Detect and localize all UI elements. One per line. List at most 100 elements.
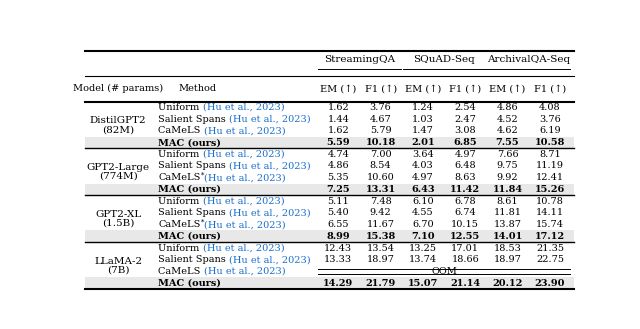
Text: 8.54: 8.54 [370,162,392,170]
Text: DistilGPT2: DistilGPT2 [90,116,147,125]
Text: 8.71: 8.71 [539,150,561,159]
Text: (774M): (774M) [99,172,138,181]
Text: 11.67: 11.67 [367,220,395,229]
Text: (Hu et al., 2023): (Hu et al., 2023) [229,162,311,170]
Text: 1.24: 1.24 [412,103,434,112]
Text: (Hu et al., 2023): (Hu et al., 2023) [204,267,285,276]
Text: 4.67: 4.67 [370,114,392,124]
Text: 18.66: 18.66 [451,255,479,264]
Text: (Hu et al., 2023): (Hu et al., 2023) [203,243,284,252]
Text: 21.35: 21.35 [536,243,564,252]
Text: 11.84: 11.84 [493,185,523,194]
Text: 13.33: 13.33 [324,255,352,264]
Text: 10.18: 10.18 [365,138,396,147]
Text: 4.86: 4.86 [328,162,349,170]
Text: 8.61: 8.61 [497,197,518,206]
Text: 12.43: 12.43 [324,243,352,252]
Text: MAC (ours): MAC (ours) [158,138,221,147]
Text: 7.00: 7.00 [370,150,392,159]
Text: (Hu et al., 2023): (Hu et al., 2023) [229,208,311,217]
Text: 14.11: 14.11 [536,208,564,217]
Text: 21.79: 21.79 [365,279,396,288]
Text: 1.03: 1.03 [412,114,434,124]
Text: 6.10: 6.10 [412,197,434,206]
Text: 4.55: 4.55 [412,208,434,217]
Text: 4.97: 4.97 [454,150,476,159]
Text: EM (↑): EM (↑) [320,84,356,93]
Text: F1 (↑): F1 (↑) [365,84,397,93]
Text: *: * [201,218,204,226]
Text: 1.47: 1.47 [412,126,434,135]
Text: StreamingQA: StreamingQA [324,55,395,64]
Text: 9.42: 9.42 [370,208,392,217]
Text: 3.64: 3.64 [412,150,434,159]
Text: LLaMA-2: LLaMA-2 [94,257,142,266]
Text: 11.42: 11.42 [450,185,480,194]
Text: MAC (ours): MAC (ours) [158,232,221,241]
Text: 5.11: 5.11 [328,197,349,206]
Text: 5.35: 5.35 [328,173,349,182]
Text: 15.74: 15.74 [536,220,564,229]
Text: SQuAD-Seq: SQuAD-Seq [413,55,475,64]
Text: 15.26: 15.26 [535,185,565,194]
Text: 6.85: 6.85 [453,138,477,147]
Text: OOM: OOM [431,267,457,276]
Text: 7.66: 7.66 [497,150,518,159]
Text: 3.76: 3.76 [370,103,392,112]
Text: (Hu et al., 2023): (Hu et al., 2023) [229,114,311,124]
Text: Uniform: Uniform [158,103,203,112]
Text: *: * [201,172,204,180]
Text: 18.97: 18.97 [367,255,394,264]
Text: 6.74: 6.74 [454,208,476,217]
Text: (Hu et al., 2023): (Hu et al., 2023) [204,220,285,229]
Text: 13.31: 13.31 [365,185,396,194]
Text: 11.19: 11.19 [536,162,564,170]
Text: 2.01: 2.01 [411,138,435,147]
Text: 4.03: 4.03 [412,162,434,170]
Text: 6.19: 6.19 [539,126,561,135]
Text: EM (↑): EM (↑) [490,84,525,93]
Text: 4.97: 4.97 [412,173,434,182]
Text: 3.08: 3.08 [454,126,476,135]
Text: 23.90: 23.90 [534,279,565,288]
Text: 17.12: 17.12 [535,232,565,241]
Text: 12.55: 12.55 [450,232,481,241]
Text: 7.10: 7.10 [411,232,435,241]
Text: GPT2-Large: GPT2-Large [86,163,150,172]
Text: 9.92: 9.92 [497,173,518,182]
Text: 17.01: 17.01 [451,243,479,252]
Text: 14.01: 14.01 [492,232,523,241]
Text: 5.79: 5.79 [370,126,392,135]
Text: 20.12: 20.12 [492,279,523,288]
Text: 1.62: 1.62 [328,126,349,135]
Text: CaMeLS: CaMeLS [158,126,204,135]
Text: (82M): (82M) [102,125,134,134]
Bar [85,184,573,195]
Text: 10.15: 10.15 [451,220,479,229]
Text: ArchivalQA-Seq: ArchivalQA-Seq [487,55,570,64]
Text: 13.54: 13.54 [367,243,395,252]
Text: CaMeLS: CaMeLS [158,173,201,182]
Text: Method: Method [178,84,216,93]
Text: 1.44: 1.44 [327,114,349,124]
Bar [85,137,573,148]
Text: 6.55: 6.55 [328,220,349,229]
Text: 6.48: 6.48 [454,162,476,170]
Text: CaMeLS: CaMeLS [158,220,201,229]
Text: F1 (↑): F1 (↑) [449,84,481,93]
Text: F1 (↑): F1 (↑) [534,84,566,93]
Text: MAC (ours): MAC (ours) [158,185,221,194]
Text: 4.62: 4.62 [497,126,518,135]
Text: 5.40: 5.40 [328,208,349,217]
Text: 9.75: 9.75 [497,162,518,170]
Text: 6.70: 6.70 [412,220,434,229]
Text: 10.78: 10.78 [536,197,564,206]
Text: EM (↑): EM (↑) [404,84,441,93]
Text: 18.97: 18.97 [493,255,522,264]
Text: Uniform: Uniform [158,197,203,206]
Text: Salient Spans: Salient Spans [158,208,229,217]
Text: 6.43: 6.43 [411,185,435,194]
Text: Model (# params): Model (# params) [73,84,163,93]
Bar [85,230,573,242]
Text: Salient Spans: Salient Spans [158,162,229,170]
